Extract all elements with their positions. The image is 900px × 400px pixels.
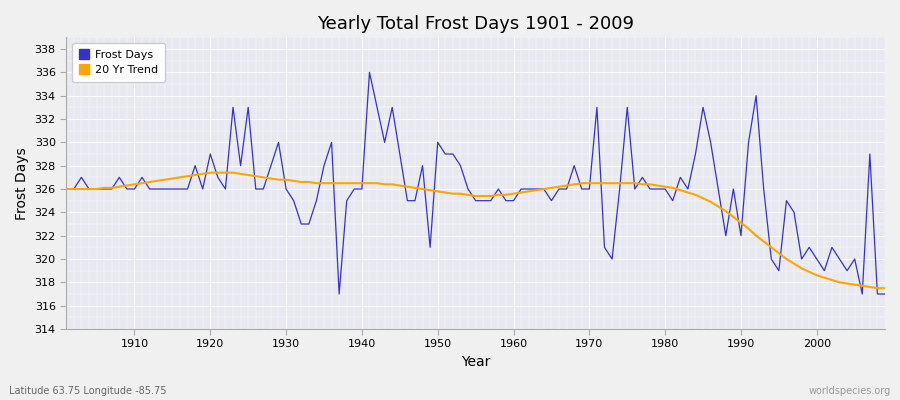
Frost Days	[334, 292, 345, 296]
Frost Days	[341, 198, 352, 203]
Frost Days	[523, 187, 534, 192]
Line: 20 Yr Trend: 20 Yr Trend	[67, 173, 885, 288]
Text: Latitude 63.75 Longitude -85.75: Latitude 63.75 Longitude -85.75	[9, 386, 166, 396]
20 Yr Trend	[341, 181, 352, 186]
Frost Days	[288, 198, 299, 203]
Frost Days	[61, 187, 72, 192]
20 Yr Trend	[205, 170, 216, 175]
Text: worldspecies.org: worldspecies.org	[809, 386, 891, 396]
20 Yr Trend	[296, 180, 307, 184]
Title: Yearly Total Frost Days 1901 - 2009: Yearly Total Frost Days 1901 - 2009	[317, 15, 634, 33]
X-axis label: Year: Year	[461, 355, 491, 369]
Frost Days	[615, 187, 626, 192]
Line: Frost Days: Frost Days	[67, 72, 885, 294]
Frost Days	[879, 292, 890, 296]
20 Yr Trend	[879, 286, 890, 290]
20 Yr Trend	[508, 191, 519, 196]
20 Yr Trend	[61, 187, 72, 192]
Frost Days	[364, 70, 375, 75]
20 Yr Trend	[607, 181, 617, 186]
20 Yr Trend	[872, 286, 883, 290]
20 Yr Trend	[122, 183, 132, 188]
Frost Days	[516, 187, 526, 192]
Y-axis label: Frost Days: Frost Days	[15, 147, 29, 220]
Legend: Frost Days, 20 Yr Trend: Frost Days, 20 Yr Trend	[72, 43, 165, 82]
20 Yr Trend	[516, 190, 526, 195]
Frost Days	[122, 187, 132, 192]
